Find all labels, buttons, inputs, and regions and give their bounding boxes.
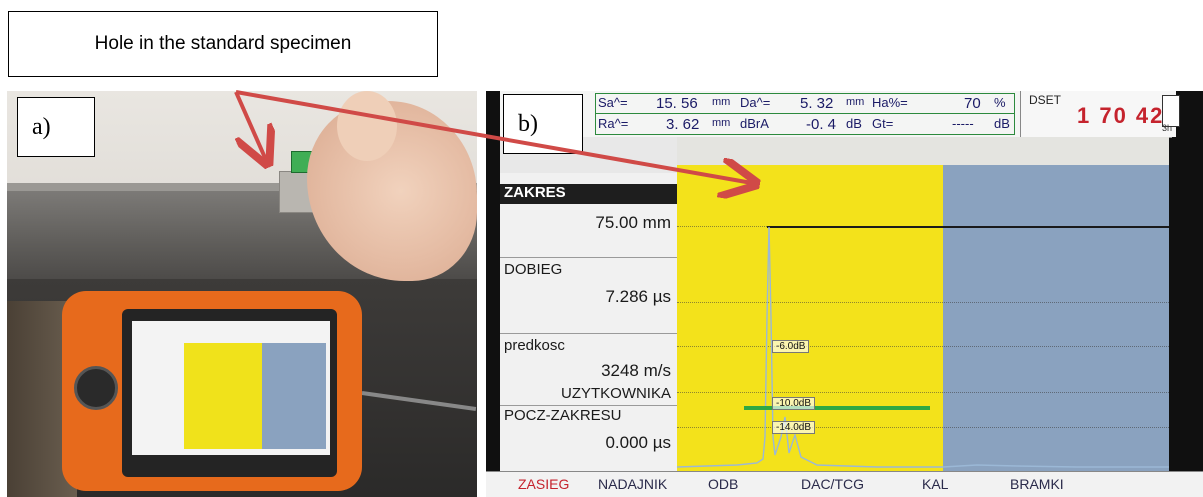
device-screen (132, 321, 330, 455)
zakres-value: 75.00 mm (595, 213, 671, 232)
readout-ra-unit: mm (712, 117, 731, 129)
finger (337, 91, 397, 161)
settings-divider (500, 333, 677, 334)
readout-gt-value: ----- (952, 116, 974, 131)
screen-header: Sa^= 15. 56 mm Da^= 5. 32 mm Ha%= 70 % R… (500, 91, 1176, 138)
grid-line (677, 346, 1169, 347)
pocz-zakresu-value: 0.000 µs (605, 433, 671, 452)
callout-box: Hole in the standard specimen (8, 11, 438, 77)
dac-reference-line (767, 226, 1169, 228)
readout-sa-value: 15. 56 (656, 95, 698, 112)
tab-zasieg[interactable]: ZASIEG (518, 476, 570, 492)
dset-label: DSET (1029, 93, 1062, 107)
readout-ha-key: Ha%= (872, 95, 908, 110)
callout-text: Hole in the standard specimen (94, 33, 352, 54)
panel-b-label: b) (503, 94, 583, 154)
dset-panel: DSET 1 70 42 (1020, 91, 1176, 137)
battery-text: 3h (1162, 123, 1173, 133)
tab-odb[interactable]: ODB (708, 476, 739, 492)
uzytkownika-text: UZYTKOWNIKA (560, 385, 671, 402)
flaw-detector-device (62, 291, 362, 491)
db-mark-10: -10.0dB (772, 397, 816, 410)
settings-panel: ZAKRES 75.00 mm DOBIEG 7.286 µs predkosc… (500, 137, 678, 471)
settings-divider (500, 257, 677, 258)
dobieg-value: 7.286 µs (605, 287, 671, 306)
panel-b-label-text: b) (518, 110, 538, 137)
settings-divider (500, 405, 677, 406)
grid-line (677, 302, 1169, 303)
grid-line (677, 427, 1169, 428)
panel-a-label-text: a) (32, 113, 51, 140)
readout-ra-value: 3. 62 (666, 116, 700, 133)
device-bezel (122, 309, 337, 477)
readout-ra-key: Ra^= (598, 116, 629, 131)
device-screen-blue-area (262, 343, 326, 449)
readout-gt-unit: dB (994, 116, 1010, 131)
predkosc-value: 3248 m/s (601, 361, 671, 380)
tab-kal[interactable]: KAL (922, 476, 949, 492)
softkey-bar: ZASIEG NADAJNIK ODB DAC/TCG KAL BRAMKI (486, 471, 1203, 497)
device-screen-yellow-area (184, 343, 262, 449)
readout-dbra-value: -0. 4 (806, 116, 837, 133)
readout-sa-unit: mm (712, 96, 731, 108)
panel-a-label: a) (17, 97, 95, 157)
readout-sa-key: Sa^= (598, 95, 628, 110)
readout-da-value: 5. 32 (800, 95, 834, 112)
settings-highlight (500, 184, 677, 204)
gate-bar (744, 406, 930, 410)
readout-da-key: Da^= (740, 95, 771, 110)
dset-value: 1 70 42 (1077, 103, 1165, 128)
db-mark-6: -6.0dB (772, 340, 810, 353)
photo-device-screen: Sa^= 15. 56 mm Da^= 5. 32 mm Ha%= 70 % R… (486, 91, 1203, 497)
readout-divider (595, 113, 1015, 114)
readout-gt-key: Gt= (872, 116, 894, 131)
dobieg-label[interactable]: DOBIEG (504, 261, 563, 278)
tab-bramki[interactable]: BRAMKI (1010, 476, 1064, 492)
photo-device-on-specimen: a) (7, 91, 477, 497)
tab-nadajnik[interactable]: NADAJNIK (598, 476, 668, 492)
pocz-zakresu-label[interactable]: POCZ-ZAKRESU (504, 407, 622, 424)
plot-yellow-range (677, 165, 943, 471)
zakres-label[interactable]: ZAKRES (504, 184, 566, 201)
tab-dac-tcg[interactable]: DAC/TCG (801, 476, 864, 492)
predkosc-label[interactable]: predkosc (504, 337, 565, 354)
readout-ha-value: 70 (964, 95, 981, 112)
a-scan-display: -6.0dB -10.0dB -14.0dB (677, 137, 1169, 471)
a-scan-trace (677, 226, 1169, 468)
readout-da-unit: mm (846, 96, 865, 108)
steel-bar-top (7, 183, 477, 193)
db-mark-14: -14.0dB (772, 421, 816, 434)
device-knob-icon (74, 366, 118, 410)
readout-dbra-key: dBrA (740, 116, 769, 131)
readout-dbra-unit: dB (846, 116, 862, 131)
grid-line (677, 392, 1169, 393)
battery-icon (1162, 95, 1180, 127)
plot-blue-range (943, 165, 1169, 471)
readout-ha-unit: % (994, 95, 1006, 110)
